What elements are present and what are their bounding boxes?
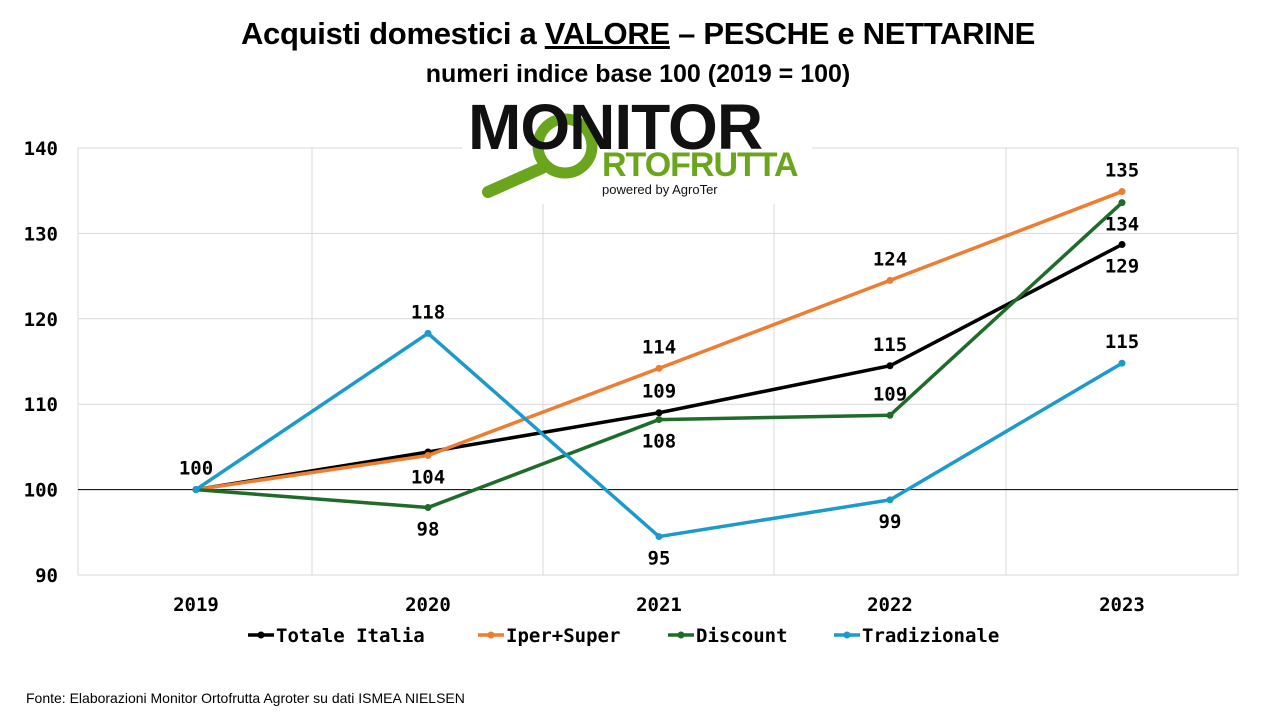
data-label: 100: [179, 458, 213, 480]
data-label: 114: [642, 336, 676, 358]
legend-marker: [257, 631, 265, 639]
x-tick-label: 2019: [173, 594, 219, 616]
data-point: [424, 504, 432, 512]
data-label: 124: [873, 248, 907, 270]
data-label: 118: [411, 301, 445, 323]
legend-label: Iper+Super: [506, 625, 620, 647]
data-point: [424, 451, 432, 459]
x-tick-label: 2023: [1099, 594, 1145, 616]
legend-label: Tradizionale: [862, 625, 999, 647]
legend-label: Totale Italia: [276, 625, 425, 647]
data-point: [886, 496, 894, 504]
data-point: [192, 486, 200, 494]
data-point: [886, 276, 894, 284]
data-point: [1118, 359, 1126, 367]
legend-marker: [677, 631, 685, 639]
x-tick-label: 2022: [867, 594, 913, 616]
legend-marker: [843, 631, 851, 639]
logo-word-monitor: MONITOR: [468, 91, 763, 163]
logo-monitor-ortofrutta: MONITOR RTOFRUTTA powered by AgroTer: [462, 91, 812, 204]
data-point: [655, 533, 663, 541]
data-label: 109: [642, 381, 676, 403]
legend-marker: [487, 631, 495, 639]
x-tick-label: 2021: [636, 594, 682, 616]
source-note: Fonte: Elaborazioni Monitor Ortofrutta A…: [26, 690, 465, 706]
data-label: 134: [1105, 214, 1139, 236]
data-label: 129: [1105, 256, 1139, 278]
data-label: 115: [1105, 331, 1139, 353]
data-point: [1118, 199, 1126, 207]
data-label: 104: [411, 466, 445, 488]
x-tick-label: 2020: [405, 594, 451, 616]
data-point: [1118, 188, 1126, 196]
data-point: [886, 362, 894, 370]
y-tick-label: 140: [24, 138, 58, 160]
legend-label: Discount: [696, 625, 788, 647]
logo-word-ortofrutta: RTOFRUTTA: [602, 146, 799, 184]
logo-powered-by: powered by AgroTer: [602, 182, 718, 197]
data-point: [655, 416, 663, 424]
data-label: 95: [648, 548, 671, 570]
y-tick-label: 130: [24, 223, 58, 245]
data-label: 109: [873, 383, 907, 405]
data-label: 115: [873, 334, 907, 356]
data-label: 99: [879, 511, 902, 533]
y-tick-label: 120: [24, 309, 58, 331]
data-point: [655, 409, 663, 417]
data-point: [886, 411, 894, 419]
y-tick-label: 100: [24, 480, 58, 502]
data-point: [1118, 241, 1126, 249]
data-label: 135: [1105, 160, 1139, 182]
chart-title: Acquisti domestici a VALORE – PESCHE e N…: [240, 16, 1036, 51]
data-label: 98: [417, 519, 440, 541]
data-point: [655, 364, 663, 372]
chart-subtitle: numeri indice base 100 (2019 = 100): [425, 60, 851, 88]
data-point: [424, 329, 432, 337]
y-tick-label: 110: [24, 394, 58, 416]
data-label: 108: [642, 431, 676, 453]
y-tick-label: 90: [35, 565, 58, 587]
